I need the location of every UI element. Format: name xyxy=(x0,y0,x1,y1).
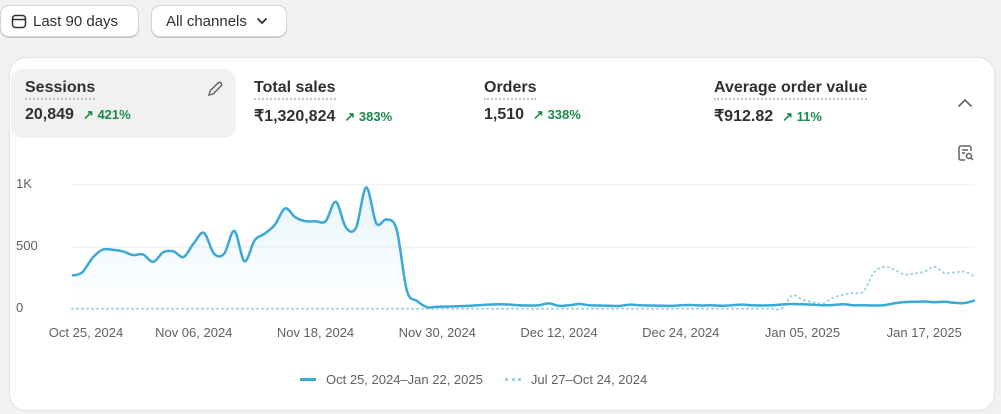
legend-previous[interactable]: Jul 27–Oct 24, 2024 xyxy=(530,372,648,387)
channel-select[interactable]: All channels xyxy=(151,5,287,37)
y-tick-label: 0 xyxy=(16,300,24,315)
chevron-up-icon[interactable] xyxy=(956,96,974,110)
x-tick-label: Jan 17, 2025 xyxy=(886,325,962,340)
metric-value: ₹912.82 xyxy=(714,108,774,125)
channel-label: All channels xyxy=(166,12,247,30)
legend-solid-swatch xyxy=(300,378,316,381)
metric-change: ↗ 11% xyxy=(782,109,822,124)
series-current-line xyxy=(71,186,976,309)
metric-label: Average order value xyxy=(714,79,868,100)
x-tick-label: Jan 05, 2025 xyxy=(764,325,841,340)
metric-label: Total sales xyxy=(254,79,336,100)
x-tick-label: Nov 18, 2024 xyxy=(276,325,355,340)
document-search-icon[interactable] xyxy=(956,143,976,163)
metric-value: ₹1,320,824 xyxy=(254,108,336,125)
metric-change: ↗ 421% xyxy=(82,107,131,122)
metric-change: ↗ 383% xyxy=(344,109,393,124)
calendar-icon xyxy=(11,14,27,29)
metric-value: 20,849 xyxy=(25,106,74,123)
metric-label: Orders xyxy=(484,79,537,100)
date-range-button[interactable]: Last 90 days xyxy=(0,5,139,37)
metric-orders[interactable]: Orders 1,510 ↗ 338% xyxy=(470,69,695,138)
chart-legend: Oct 25, 2024–Jan 22, 2025 Jul 27–Oct 24,… xyxy=(300,372,647,387)
x-tick-label: Dec 24, 2024 xyxy=(642,325,720,340)
y-tick-label: 1K xyxy=(16,176,32,191)
sessions-line-chart xyxy=(71,184,976,311)
metric-label: Sessions xyxy=(25,79,96,100)
date-range-label: Last 90 days xyxy=(33,12,119,30)
series-current-area xyxy=(72,187,975,309)
analytics-card: Sessions 20,849 ↗ 421% Total sales ₹1,320… xyxy=(10,58,994,410)
metric-value: 1,510 xyxy=(484,106,525,123)
x-tick-label: Oct 25, 2024 xyxy=(48,325,124,340)
metric-change: ↗ 338% xyxy=(533,107,581,122)
y-tick-label: 500 xyxy=(16,238,38,253)
metric-sessions[interactable]: Sessions 20,849 ↗ 421% xyxy=(11,69,236,138)
x-tick-label: Dec 12, 2024 xyxy=(520,325,598,340)
x-tick-label: Nov 30, 2024 xyxy=(398,325,476,340)
chevron-down-icon xyxy=(256,18,267,25)
edit-pencil-icon[interactable] xyxy=(206,80,224,98)
x-tick-label: Nov 06, 2024 xyxy=(155,325,233,340)
metric-average-order-value[interactable]: Average order value ₹912.82 ↗ 11% xyxy=(700,69,930,138)
metric-total-sales[interactable]: Total sales ₹1,320,824 ↗ 383% xyxy=(240,69,465,138)
legend-current[interactable]: Oct 25, 2024–Jan 22, 2025 xyxy=(326,372,483,387)
legend-dotted-swatch xyxy=(504,378,521,381)
